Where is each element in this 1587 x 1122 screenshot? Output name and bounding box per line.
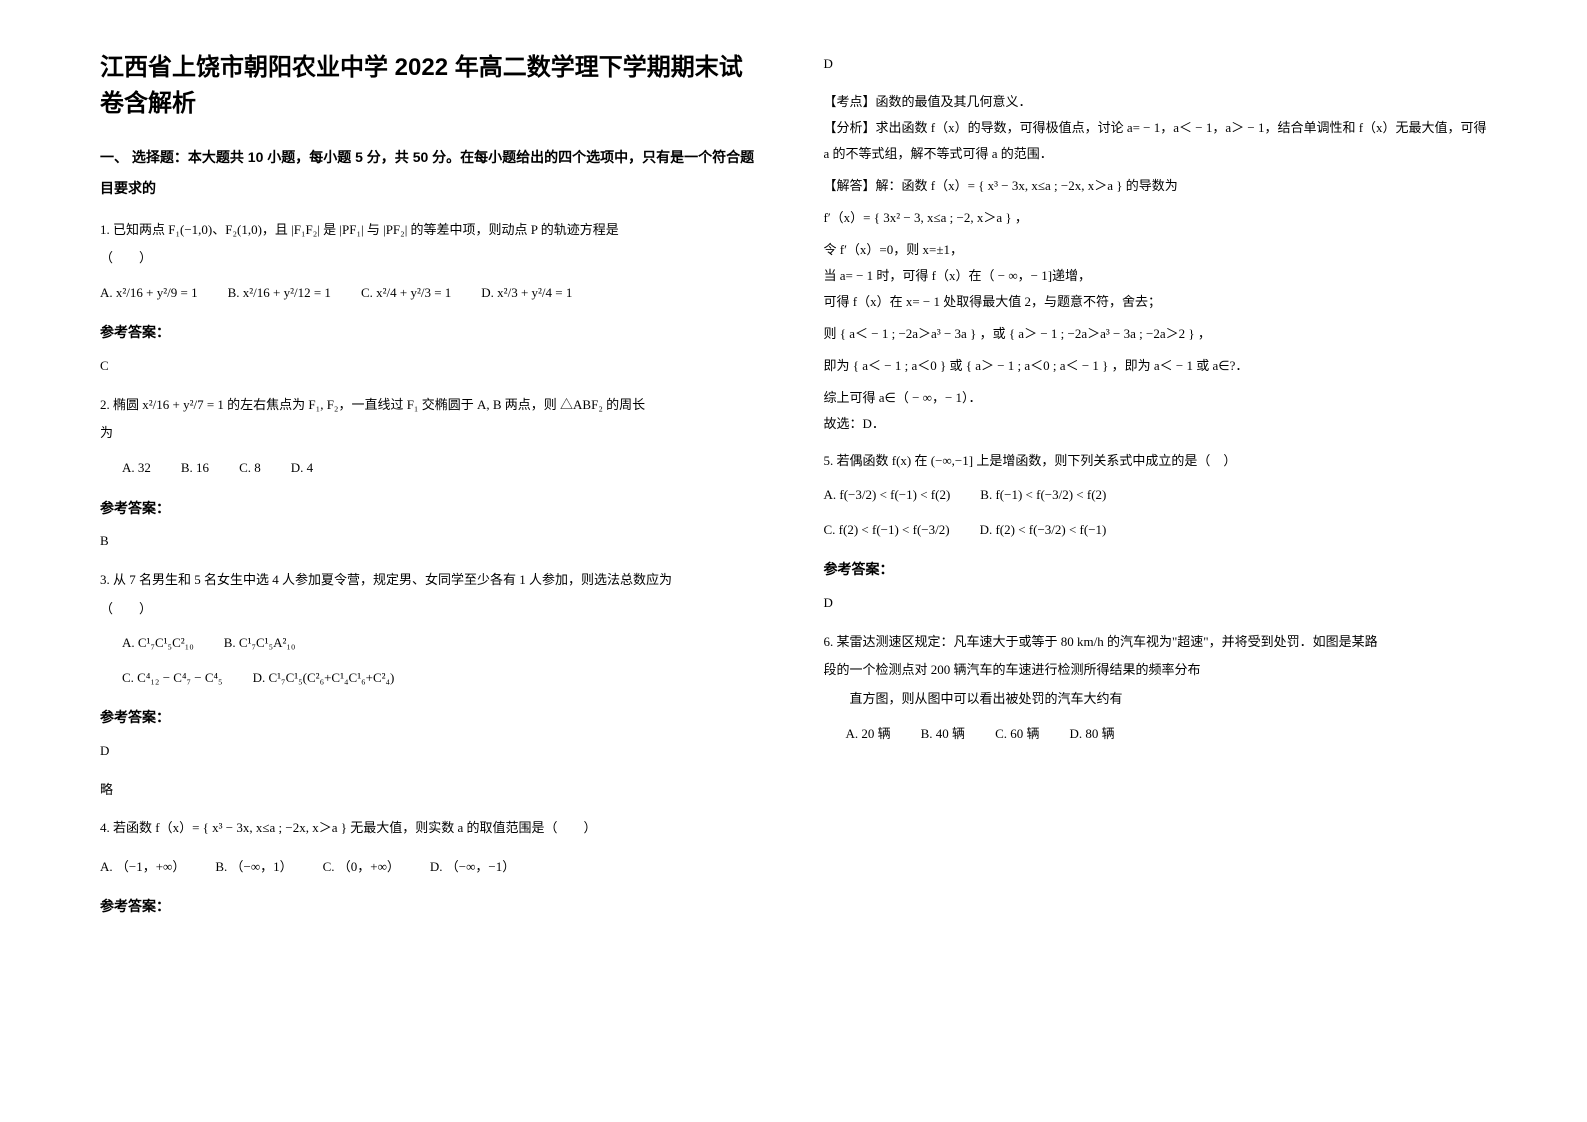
q3-answer-label: 参考答案： (100, 702, 764, 733)
right-column: D 【考点】函数的最值及其几何意义． 【分析】求出函数 f（x）的导数，可得极值… (824, 50, 1488, 926)
question-1: 1. 已知两点 F₁(−1,0)、F₂(1,0)，且 |F₁F₂| 是 |PF₁… (100, 216, 764, 308)
q5-options-row1: A. f(−3/2) < f(−1) < f(2) B. f(−1) < f(−… (824, 481, 1488, 510)
q4-sol-l5: 即为 { a＜ − 1 ; a＜0 } 或 { a＞ − 1 ; a＜0 ; a… (824, 353, 1488, 379)
q5-options-row2: C. f(2) < f(−1) < f(−3/2) D. f(2) < f(−3… (824, 516, 1488, 545)
q4-opt-a: A. （−1，+∞） (100, 853, 185, 882)
exam-title: 江西省上饶市朝阳农业中学 2022 年高二数学理下学期期末试卷含解析 (100, 50, 764, 122)
question-3: 3. 从 7 名男生和 5 名女生中选 4 人参加夏令营，规定男、女同学至少各有… (100, 566, 764, 692)
q4-sol-l3: 可得 f（x）在 x= − 1 处取得最大值 2，与题意不符，舍去； (824, 289, 1488, 315)
q5-opt-b: B. f(−1) < f(−3/2) < f(2) (980, 481, 1106, 510)
q1-answer-label: 参考答案： (100, 317, 764, 348)
question-4: 4. 若函数 f（x）= { x³ − 3x, x≤a ; −2x, x＞a }… (100, 814, 764, 843)
q6-opt-a: A. 20 辆 (846, 720, 891, 749)
q4-options: A. （−1，+∞） B. （−∞，1） C. （0，+∞） D. （−∞，−1… (100, 853, 764, 882)
question-5: 5. 若偶函数 f(x) 在 (−∞,−1] 上是增函数，则下列关系式中成立的是… (824, 447, 1488, 545)
q1-paren: （ ） (100, 244, 764, 273)
q4-sol-l7: 故选：D． (824, 411, 1488, 437)
q1-stem: 1. 已知两点 F₁(−1,0)、F₂(1,0)，且 |F₁F₂| 是 |PF₁… (100, 216, 764, 245)
q6-opt-b: B. 40 辆 (921, 720, 965, 749)
q5-opt-c: C. f(2) < f(−1) < f(−3/2) (824, 516, 950, 545)
q4-analysis: 【分析】求出函数 f（x）的导数，可得极值点，讨论 a= − 1，a＜ − 1，… (824, 115, 1488, 167)
q4-solution: 【考点】函数的最值及其几何意义． 【分析】求出函数 f（x）的导数，可得极值点，… (824, 89, 1488, 437)
q4-opt-b: B. （−∞，1） (215, 853, 292, 882)
q1-options: A. x²/16 + y²/9 = 1 B. x²/16 + y²/12 = 1… (100, 279, 764, 308)
q4-sol-l2: 当 a= − 1 时，可得 f（x）在（ − ∞，− 1]递增， (824, 263, 1488, 289)
q5-opt-d: D. f(2) < f(−3/2) < f(−1) (980, 516, 1107, 545)
q2-options: A. 32 B. 16 C. 8 D. 4 (100, 454, 764, 483)
q1-opt-a: A. x²/16 + y²/9 = 1 (100, 279, 198, 308)
q1-opt-b: B. x²/16 + y²/12 = 1 (228, 279, 331, 308)
q4-sol-l4: 则 { a＜ − 1 ; −2a＞a³ − 3a } ，或 { a＞ − 1 ;… (824, 321, 1488, 347)
q5-answer-label: 参考答案： (824, 554, 1488, 585)
q1-opt-d: D. x²/3 + y²/4 = 1 (481, 279, 572, 308)
q3-opt-a: A. C¹₇C¹₅C²₁₀ (122, 629, 194, 658)
q5-stem: 5. 若偶函数 f(x) 在 (−∞,−1] 上是增函数，则下列关系式中成立的是… (824, 447, 1488, 476)
q6-stem-3: 直方图，则从图中可以看出被处罚的汽车大约有 (824, 685, 1488, 714)
q2-answer: B (100, 527, 764, 556)
q4-point: 【考点】函数的最值及其几何意义． (824, 89, 1488, 115)
q4-stem: 4. 若函数 f（x）= { x³ − 3x, x≤a ; −2x, x＞a }… (100, 814, 764, 843)
q6-options: A. 20 辆 B. 40 辆 C. 60 辆 D. 80 辆 (824, 720, 1488, 749)
q3-opt-c: C. C⁴₁₂ − C⁴₇ − C⁴₅ (122, 664, 223, 693)
exam-page: 江西省上饶市朝阳农业中学 2022 年高二数学理下学期期末试卷含解析 一、 选择… (0, 0, 1587, 976)
q4-sol-lead: 【解答】解：函数 f（x）= { x³ − 3x, x≤a ; −2x, x＞a… (824, 173, 1488, 199)
q1-answer: C (100, 352, 764, 381)
q3-stem: 3. 从 7 名男生和 5 名女生中选 4 人参加夏令营，规定男、女同学至少各有… (100, 566, 764, 595)
q4-answer-top: D (824, 50, 1488, 79)
question-2: 2. 椭圆 x²/16 + y²/7 = 1 的左右焦点为 F₁, F₂，一直线… (100, 391, 764, 483)
q2-opt-d: D. 4 (291, 454, 313, 483)
q1-opt-c: C. x²/4 + y²/3 = 1 (361, 279, 451, 308)
section-1-heading: 一、 选择题：本大题共 10 小题，每小题 5 分，共 50 分。在每小题给出的… (100, 142, 764, 204)
q3-note: 略 (100, 776, 764, 805)
q2-opt-c: C. 8 (239, 454, 261, 483)
q4-sol-l1: 令 f′（x）=0，则 x=±1， (824, 237, 1488, 263)
q4-opt-d: D. （−∞，−1） (430, 853, 515, 882)
q4-answer-label: 参考答案： (100, 891, 764, 922)
q6-opt-c: C. 60 辆 (995, 720, 1039, 749)
q5-opt-a: A. f(−3/2) < f(−1) < f(2) (824, 481, 951, 510)
question-6: 6. 某雷达测速区规定：凡车速大于或等于 80 km/h 的汽车视为"超速"，并… (824, 628, 1488, 748)
q6-opt-d: D. 80 辆 (1069, 720, 1114, 749)
q2-stem-1: 2. 椭圆 x²/16 + y²/7 = 1 的左右焦点为 F₁, F₂，一直线… (100, 391, 764, 420)
q4-sol-fprime: f′（x）= { 3x² − 3, x≤a ; −2, x＞a } ， (824, 205, 1488, 231)
q2-opt-a: A. 32 (122, 454, 151, 483)
q6-stem-2: 段的一个检测点对 200 辆汽车的车速进行检测所得结果的频率分布 (824, 656, 1488, 685)
q2-opt-b: B. 16 (181, 454, 209, 483)
q4-opt-c: C. （0，+∞） (323, 853, 400, 882)
q3-options-row1: A. C¹₇C¹₅C²₁₀ B. C¹₇C¹₅A²₁₀ (100, 629, 764, 658)
q3-opt-d: D. C¹₇C¹₅(C²₆+C¹₄C¹₆+C²₄) (253, 664, 395, 693)
left-column: 江西省上饶市朝阳农业中学 2022 年高二数学理下学期期末试卷含解析 一、 选择… (100, 50, 764, 926)
q3-answer: D (100, 737, 764, 766)
q5-answer: D (824, 589, 1488, 618)
q6-stem-1: 6. 某雷达测速区规定：凡车速大于或等于 80 km/h 的汽车视为"超速"，并… (824, 628, 1488, 657)
q3-opt-b: B. C¹₇C¹₅A²₁₀ (224, 629, 296, 658)
q2-answer-label: 参考答案： (100, 493, 764, 524)
q3-options-row2: C. C⁴₁₂ − C⁴₇ − C⁴₅ D. C¹₇C¹₅(C²₆+C¹₄C¹₆… (100, 664, 764, 693)
q4-sol-l6: 综上可得 a∈（ − ∞，− 1）． (824, 385, 1488, 411)
q3-paren: （ ） (100, 595, 764, 624)
q2-stem-2: 为 (100, 419, 764, 448)
